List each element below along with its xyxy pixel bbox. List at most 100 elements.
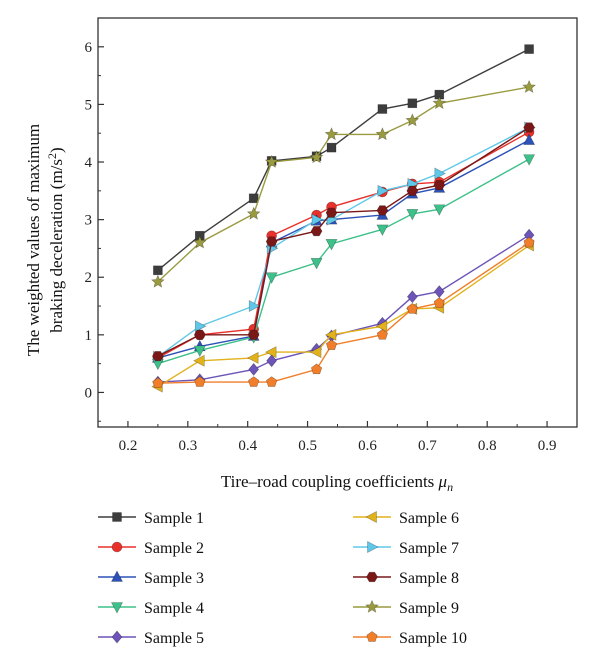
data-point: [524, 44, 534, 54]
x-tick-label: 0.5: [298, 438, 317, 454]
legend-item: Sample 4: [98, 600, 204, 617]
y-tick-label: 2: [85, 270, 93, 286]
series-line: [157, 126, 530, 357]
data-point: [376, 205, 389, 216]
data-point: [265, 236, 278, 247]
data-point: [111, 602, 123, 614]
series-4: [151, 154, 536, 371]
data-point: [376, 328, 388, 340]
data-point: [193, 345, 206, 358]
y-tick-label: 3: [85, 213, 93, 229]
data-point: [376, 224, 389, 237]
legend-label: Sample 3: [144, 570, 204, 587]
series-5: [152, 228, 535, 389]
x-tick-label: 0.6: [358, 438, 377, 454]
data-point: [366, 631, 378, 642]
data-point: [325, 339, 338, 350]
legend-item: Sample 5: [98, 630, 204, 647]
data-point: [266, 376, 278, 387]
data-point: [152, 377, 164, 388]
y-tick-label: 6: [85, 40, 93, 56]
data-point: [194, 376, 206, 387]
legend-item: Sample 1: [98, 510, 204, 527]
data-point: [310, 363, 323, 375]
legend-item: Sample 9: [353, 599, 459, 617]
plot-frame: [97, 17, 578, 428]
data-point: [405, 113, 420, 127]
legend-label: Sample 6: [399, 510, 459, 527]
data-point: [407, 98, 418, 109]
data-point: [523, 122, 535, 133]
data-point: [523, 236, 535, 248]
y-axis: 0 1 2 3 4 5 6: [85, 17, 104, 422]
legend-label: Sample 10: [399, 630, 467, 647]
data-point: [247, 351, 259, 364]
data-point: [367, 541, 379, 553]
x-tick-label: 0.4: [238, 438, 257, 454]
data-point: [192, 235, 207, 249]
x-axis-title-text: Tire–road coupling coefficients: [221, 472, 439, 491]
data-point: [325, 239, 338, 251]
series-line: [157, 131, 530, 359]
y-axis-title-close: ): [47, 147, 66, 153]
y-tick-label: 4: [85, 155, 93, 171]
series-2: [152, 126, 535, 364]
data-point: [324, 328, 337, 341]
data-point: [365, 511, 377, 523]
x-tick-label: 0.3: [178, 438, 197, 454]
series-line: [157, 242, 530, 384]
series-3: [151, 133, 536, 363]
legend: Sample 1 Sample 2 Sample 3 Sample 4 Sample 5…: [98, 510, 467, 647]
legend-label: Sample 5: [144, 630, 204, 647]
x-axis-title: Tire–road coupling coefficients μn: [221, 472, 453, 494]
series-8: [152, 122, 535, 362]
series-line: [157, 48, 530, 271]
y-axis-title-sup: 2: [45, 153, 59, 159]
series-line: [157, 139, 530, 359]
data-point: [523, 133, 536, 145]
data-point: [309, 346, 322, 359]
legend-label: Sample 9: [399, 600, 459, 617]
data-point: [265, 272, 278, 284]
legend-item: Sample 2: [98, 540, 204, 557]
series-layer: [150, 44, 537, 393]
data-point: [366, 571, 378, 583]
data-point: [523, 154, 536, 166]
series-line: [157, 126, 530, 358]
y-axis-title-line2-text: braking deceleration (m/s: [47, 159, 66, 333]
data-point: [433, 297, 445, 308]
data-point: [246, 206, 261, 220]
data-point: [434, 167, 446, 180]
data-point: [111, 541, 123, 553]
legend-label: Sample 1: [144, 510, 204, 527]
data-point: [248, 362, 260, 376]
data-point: [193, 329, 206, 340]
x-axis-title-symbol: μ: [438, 472, 448, 491]
data-point: [111, 570, 123, 582]
data-point: [433, 204, 446, 216]
data-point: [247, 329, 260, 340]
legend-label: Sample 8: [399, 570, 459, 587]
data-point: [375, 320, 388, 333]
series-line: [157, 86, 530, 283]
data-point: [194, 320, 207, 333]
y-axis-title-line2: braking deceleration (m/s2): [45, 147, 66, 332]
x-tick-label: 0.7: [418, 438, 437, 454]
y-axis-title-line1: The weighted values of maximum: [24, 124, 43, 356]
legend-item: Sample 6: [353, 510, 459, 527]
x-tick-label: 0.9: [538, 438, 557, 454]
legend-label: Sample 7: [399, 540, 459, 557]
data-point: [310, 258, 323, 270]
legend-item: Sample 3: [98, 570, 204, 587]
y-tick-label: 1: [85, 328, 93, 344]
data-point: [264, 154, 279, 168]
series-6: [151, 239, 534, 393]
legend-label: Sample 2: [144, 540, 204, 557]
data-point: [112, 512, 122, 522]
data-point: [325, 207, 338, 218]
data-point: [248, 300, 261, 313]
data-point: [433, 179, 446, 191]
data-point: [309, 150, 324, 164]
data-point: [406, 209, 419, 221]
